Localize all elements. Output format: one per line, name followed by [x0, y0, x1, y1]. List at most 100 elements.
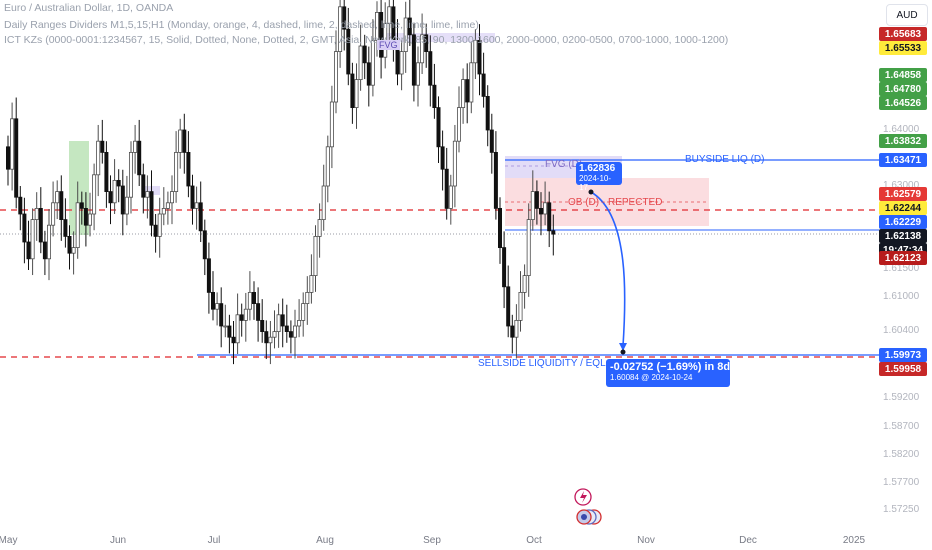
candle-body	[518, 291, 523, 321]
measure-tooltip: -0.02752 (−1.69%) in 8d 1.60084 @ 2024-1…	[606, 359, 730, 387]
candle-body	[6, 146, 11, 170]
candle-body	[526, 219, 531, 277]
candle-body	[477, 40, 482, 75]
candle-body	[83, 207, 88, 226]
candle-body	[219, 303, 224, 327]
price-tick-label: 1.57250	[883, 504, 920, 515]
fvg-top-label: FVG	[377, 40, 400, 50]
indicator-ict-kzs[interactable]: ICT KZs (0000-0001:1234567, 15, Solid, D…	[4, 34, 729, 46]
candle-body	[506, 286, 511, 327]
candle-body	[338, 6, 343, 52]
price-axis-label: 1.59973	[879, 348, 927, 362]
candle-body	[55, 191, 60, 204]
candle-body	[366, 62, 371, 86]
price-tick-label: 1.61000	[883, 291, 920, 302]
candle-body	[63, 219, 68, 237]
candle-body	[67, 235, 72, 254]
time-tick-label: Nov	[637, 535, 655, 546]
candle-body	[276, 314, 281, 332]
fvg-daily-label: FVG (D)	[545, 159, 583, 170]
candle-body	[407, 17, 412, 36]
candle-body	[227, 325, 232, 338]
time-tick-label: 2025	[842, 535, 866, 546]
candle-body	[75, 202, 80, 249]
candle-body	[493, 151, 498, 209]
candle-body	[510, 325, 515, 338]
time-tick-label: Sep	[423, 535, 441, 546]
price-tick-label: 1.60400	[883, 325, 920, 336]
currency-button[interactable]: AUD	[886, 4, 928, 26]
candle-body	[194, 202, 199, 209]
candle-body	[231, 336, 236, 344]
candle-body	[325, 146, 330, 187]
candle-body	[18, 196, 23, 215]
candle-body	[465, 79, 470, 103]
candle-body	[108, 191, 113, 204]
candle-body	[292, 325, 297, 338]
candle-body	[174, 151, 179, 192]
candle-body	[317, 219, 322, 237]
candle-body	[182, 129, 187, 153]
projection-end-dot	[620, 349, 626, 355]
price-tooltip-top: 1.62836 2024-10-17	[576, 162, 622, 192]
tooltip-top-price: 1.62836	[579, 163, 616, 174]
price-tick-label: 1.61500	[883, 263, 920, 274]
projection-start-dot	[588, 189, 594, 195]
measure-change: -0.02752 (−1.69%) in 8d	[610, 361, 731, 373]
price-axis-label: 1.64858	[879, 68, 927, 82]
candle-body	[301, 303, 306, 321]
projection-arrow	[590, 191, 626, 347]
sellside-liq-label: SELLSIDE LIQUIDITY / EQL - D	[478, 358, 622, 369]
tooltip-top-date: 2024-10-17	[579, 174, 612, 192]
candle-body	[243, 308, 248, 321]
indicator-daily-ranges[interactable]: Daily Ranges Dividers M1,5,15;H1 (Monday…	[4, 19, 479, 31]
ob-daily-label: OB (D) - REPECTED	[568, 197, 663, 208]
time-tick-label: Dec	[739, 535, 757, 546]
time-tick-label: Oct	[526, 535, 542, 546]
candle-body	[51, 202, 56, 226]
candle-body	[424, 34, 429, 52]
price-axis-label: 1.62244	[879, 201, 927, 215]
price-axis-label: 1.62138	[879, 229, 927, 243]
bottom-icons	[574, 488, 602, 525]
candle-body	[346, 28, 351, 75]
candle-body	[309, 275, 314, 293]
candle-body	[321, 185, 326, 220]
time-tick-label: May	[0, 535, 18, 546]
fvg-zone-top	[377, 33, 495, 42]
candle-body	[473, 40, 478, 64]
price-axis-label: 1.65683	[879, 27, 927, 41]
candle-body	[497, 207, 502, 248]
candle-body	[329, 101, 334, 148]
projection-layer	[588, 189, 627, 355]
candle-body	[530, 191, 535, 221]
price-tick-label: 1.57700	[883, 477, 920, 488]
candle-body	[210, 291, 215, 310]
price-tick-label: 1.58200	[883, 449, 920, 460]
candle-body	[260, 319, 265, 332]
candle-body	[399, 51, 404, 75]
candle-body	[38, 207, 43, 243]
price-tick-label: 1.58700	[883, 421, 920, 432]
candle-body	[206, 258, 211, 293]
buyside-liq-label: BUYSIDE LIQ (D)	[685, 154, 765, 165]
candle-body	[342, 6, 347, 30]
candle-body	[145, 191, 150, 198]
candle-body	[30, 219, 35, 260]
candle-body	[124, 196, 129, 215]
candle-body	[190, 185, 195, 209]
candle-body	[186, 151, 191, 187]
candle-body	[96, 140, 101, 176]
candle-body	[543, 202, 548, 215]
candle-body	[534, 191, 539, 209]
candle-body	[239, 314, 244, 321]
candle-body	[305, 291, 310, 304]
candle-body	[116, 179, 121, 187]
projection-arrowhead	[619, 343, 627, 351]
candle-body	[551, 230, 556, 235]
candle-body	[374, 11, 379, 41]
candle-body	[350, 73, 355, 108]
price-axis-label: 1.62579	[879, 187, 927, 201]
candle-body	[403, 17, 408, 52]
